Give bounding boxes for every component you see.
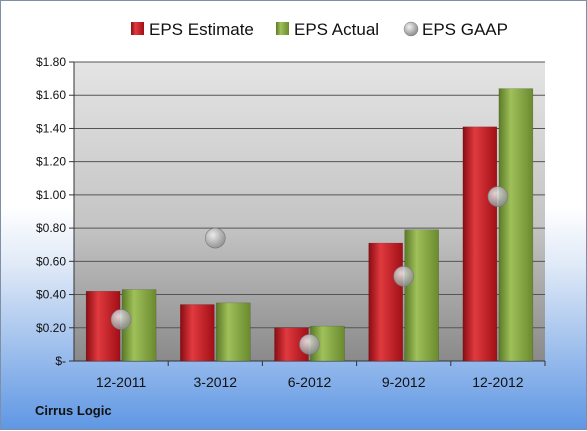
company-name: Cirrus Logic bbox=[35, 403, 112, 418]
y-tick-label: $1.80 bbox=[36, 55, 66, 69]
bar-eps-estimate bbox=[462, 126, 498, 362]
y-tick-label: $0.80 bbox=[36, 221, 66, 235]
x-tick-label: 12-2011 bbox=[96, 374, 147, 390]
y-tick-label: $- bbox=[55, 354, 66, 368]
legend-eps-estimate-swatch bbox=[131, 22, 144, 35]
bar-eps-estimate bbox=[180, 304, 215, 362]
bar-eps-actual bbox=[498, 88, 534, 362]
x-tick-label: 9-2012 bbox=[382, 374, 426, 390]
marker-eps-gaap bbox=[487, 186, 509, 207]
x-tick-label: 12-2012 bbox=[472, 374, 524, 390]
y-tick-label: $0.20 bbox=[36, 321, 66, 335]
y-tick-label: $1.20 bbox=[36, 155, 66, 169]
y-tick-label: $0.60 bbox=[36, 254, 66, 268]
legend: EPS Estimate EPS Actual EPS GAAP bbox=[131, 20, 508, 39]
legend-eps-gaap-swatch bbox=[403, 21, 419, 37]
legend-eps-gaap: EPS GAAP bbox=[403, 20, 508, 39]
marker-eps-gaap bbox=[393, 265, 415, 287]
y-tick-label: $1.00 bbox=[36, 188, 66, 202]
marker-eps-gaap bbox=[110, 309, 132, 330]
legend-eps-estimate-label: EPS Estimate bbox=[149, 20, 254, 39]
legend-eps-actual-swatch bbox=[276, 22, 289, 35]
legend-eps-actual-label: EPS Actual bbox=[294, 20, 379, 39]
y-tick-label: $0.40 bbox=[36, 288, 66, 302]
y-tick-label: $1.60 bbox=[36, 88, 66, 102]
marker-eps-gaap bbox=[299, 334, 320, 355]
x-tick-label: 3-2012 bbox=[194, 374, 238, 390]
legend-eps-actual: EPS Actual bbox=[276, 20, 379, 39]
gaap-markers bbox=[110, 186, 509, 355]
x-axis: 12-2011 3-2012 6-2012 9-2012 12-2012 bbox=[96, 361, 546, 390]
bar-eps-actual bbox=[216, 302, 251, 362]
y-tick-label: $1.40 bbox=[36, 121, 66, 135]
bar-eps-actual bbox=[404, 229, 439, 362]
marker-eps-gaap bbox=[205, 227, 226, 249]
legend-eps-estimate: EPS Estimate bbox=[131, 20, 254, 39]
y-axis: $- $0.20 $0.40 $0.60 $0.80 $1.00 $1.20 $1.40 $1.… bbox=[36, 55, 545, 368]
legend-eps-gaap-label: EPS GAAP bbox=[422, 20, 508, 39]
x-tick-label: 6-2012 bbox=[288, 374, 332, 390]
bar-eps-estimate bbox=[368, 242, 403, 362]
